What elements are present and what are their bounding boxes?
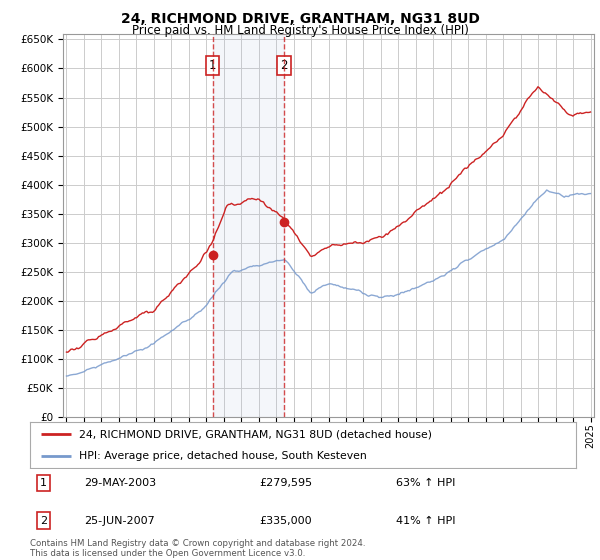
Text: 41% ↑ HPI: 41% ↑ HPI (396, 516, 455, 525)
Text: HPI: Average price, detached house, South Kesteven: HPI: Average price, detached house, Sout… (79, 451, 367, 461)
Text: £335,000: £335,000 (259, 516, 312, 525)
Text: 63% ↑ HPI: 63% ↑ HPI (396, 478, 455, 488)
Text: Contains HM Land Registry data © Crown copyright and database right 2024.
This d: Contains HM Land Registry data © Crown c… (30, 539, 365, 558)
Bar (212, 34, 284, 417)
Text: 2: 2 (280, 59, 288, 72)
Text: 24, RICHMOND DRIVE, GRANTHAM, NG31 8UD (detached house): 24, RICHMOND DRIVE, GRANTHAM, NG31 8UD (… (79, 429, 432, 439)
Text: £279,595: £279,595 (259, 478, 313, 488)
Text: 2: 2 (40, 516, 47, 525)
Text: 25-JUN-2007: 25-JUN-2007 (85, 516, 155, 525)
Text: 24, RICHMOND DRIVE, GRANTHAM, NG31 8UD: 24, RICHMOND DRIVE, GRANTHAM, NG31 8UD (121, 12, 479, 26)
Text: 1: 1 (40, 478, 47, 488)
Text: 29-MAY-2003: 29-MAY-2003 (85, 478, 157, 488)
Text: 1: 1 (209, 59, 217, 72)
Text: Price paid vs. HM Land Registry's House Price Index (HPI): Price paid vs. HM Land Registry's House … (131, 24, 469, 37)
